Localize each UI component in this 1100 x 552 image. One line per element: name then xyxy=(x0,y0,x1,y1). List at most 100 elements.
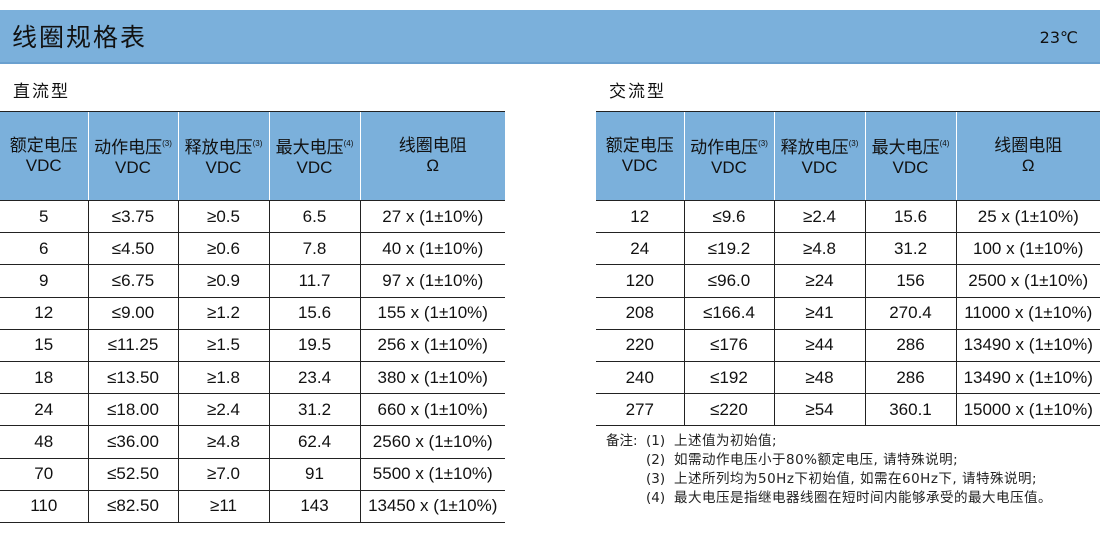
cell-rated-voltage: 277 xyxy=(596,393,684,427)
dc-header-coil-resistance: 线圈电阻 Ω xyxy=(359,111,505,201)
cell-coil-resistance: 11000 x (1±10%) xyxy=(955,297,1100,330)
cell-coil-resistance: 40 x (1±10%) xyxy=(359,232,505,266)
note-number: (3) xyxy=(646,471,666,487)
dc-section-title: 直流型 xyxy=(13,82,70,102)
cell-max-voltage: 91 xyxy=(268,458,360,491)
table-row: 220 ≤176 ≥44 286 13490 x (1±10%) xyxy=(596,329,1100,362)
cell-coil-resistance: 155 x (1±10%) xyxy=(359,297,505,330)
cell-coil-resistance: 2560 x (1±10%) xyxy=(359,425,505,459)
cell-max-voltage: 360.1 xyxy=(864,393,956,427)
cell-pickup-voltage: ≤220 xyxy=(683,393,774,427)
cell-rated-voltage: 208 xyxy=(596,297,684,330)
table-row: 9 ≤6.75 ≥0.9 11.7 97 x (1±10%) xyxy=(0,264,505,298)
cell-max-voltage: 31.2 xyxy=(268,393,360,427)
header-label: 动作电压 xyxy=(94,138,163,157)
header-label: 线圈电阻 xyxy=(994,136,1063,155)
header-footnote-ref: (3) xyxy=(162,139,172,148)
table-row: 208 ≤166.4 ≥41 270.4 11000 x (1±10%) xyxy=(596,297,1100,330)
header-label: 额定电压 xyxy=(9,136,78,155)
cell-dropout-voltage: ≥7.0 xyxy=(177,458,269,491)
table-row: 48 ≤36.00 ≥4.8 62.4 2560 x (1±10%) xyxy=(0,425,505,459)
cell-rated-voltage: 12 xyxy=(596,200,684,234)
cell-max-voltage: 143 xyxy=(268,490,360,523)
cell-max-voltage: 286 xyxy=(864,329,956,362)
cell-pickup-voltage: ≤176 xyxy=(683,329,774,362)
cell-coil-resistance: 100 x (1±10%) xyxy=(955,232,1100,266)
cell-dropout-voltage: ≥1.8 xyxy=(177,361,269,395)
cell-coil-resistance: 256 x (1±10%) xyxy=(359,329,505,362)
cell-pickup-voltage: ≤9.6 xyxy=(683,200,774,234)
cell-dropout-voltage: ≥24 xyxy=(773,264,865,298)
cell-pickup-voltage: ≤36.00 xyxy=(87,425,178,459)
cell-dropout-voltage: ≥4.8 xyxy=(773,232,865,266)
cell-coil-resistance: 13490 x (1±10%) xyxy=(955,329,1100,362)
cell-pickup-voltage: ≤18.00 xyxy=(87,393,178,427)
cell-coil-resistance: 13450 x (1±10%) xyxy=(359,490,505,523)
header-label: 线圈电阻 xyxy=(398,136,467,155)
ac-header-dropout-voltage: 释放电压(3) VDC xyxy=(773,111,865,201)
cell-pickup-voltage: ≤3.75 xyxy=(87,200,178,234)
header-footnote-ref: (4) xyxy=(343,139,354,148)
header-bar: 线圈规格表 23℃ xyxy=(0,10,1100,64)
cell-rated-voltage: 48 xyxy=(0,425,88,459)
header-footnote-ref: (4) xyxy=(939,139,950,148)
dc-table-body: 5 ≤3.75 ≥0.5 6.5 27 x (1±10%) 6 ≤4.50 ≥0.6 7.8 40… xyxy=(0,200,505,523)
cell-rated-voltage: 240 xyxy=(596,361,684,395)
header-unit: VDC xyxy=(621,156,658,175)
note-text: 如需动作电压小于80%额定电压, 请特殊说明; xyxy=(674,452,959,468)
cell-dropout-voltage: ≥48 xyxy=(773,361,865,395)
notes-label: 备注: xyxy=(606,433,638,449)
cell-rated-voltage: 120 xyxy=(596,264,684,298)
cell-pickup-voltage: ≤82.50 xyxy=(87,490,178,523)
dc-header-max-voltage: 最大电压(4) VDC xyxy=(268,111,360,201)
cell-dropout-voltage: ≥0.9 xyxy=(177,264,269,298)
table-row: 15 ≤11.25 ≥1.5 19.5 256 x (1±10%) xyxy=(0,329,505,362)
header-footnote-ref: (3) xyxy=(758,139,768,148)
cell-rated-voltage: 6 xyxy=(0,232,88,266)
note-number: (2) xyxy=(646,452,666,468)
ac-table-body: 12 ≤9.6 ≥2.4 15.6 25 x (1±10%) 24 ≤19.2 ≥4.8 31.… xyxy=(596,200,1100,427)
cell-dropout-voltage: ≥11 xyxy=(177,490,269,523)
cell-rated-voltage: 9 xyxy=(0,264,88,298)
cell-coil-resistance: 13490 x (1±10%) xyxy=(955,361,1100,395)
table-row: 6 ≤4.50 ≥0.6 7.8 40 x (1±10%) xyxy=(0,232,505,266)
header-label: 额定电压 xyxy=(605,136,674,155)
cell-pickup-voltage: ≤192 xyxy=(683,361,774,395)
cell-coil-resistance: 2500 x (1±10%) xyxy=(955,264,1100,298)
cell-coil-resistance: 97 x (1±10%) xyxy=(359,264,505,298)
cell-max-voltage: 286 xyxy=(864,361,956,395)
cell-max-voltage: 7.8 xyxy=(268,232,360,266)
cell-rated-voltage: 15 xyxy=(0,329,88,362)
header-unit: VDC xyxy=(205,158,242,177)
table-row: 120 ≤96.0 ≥24 156 2500 x (1±10%) xyxy=(596,264,1100,298)
header-unit: VDC xyxy=(801,158,838,177)
ac-header-coil-resistance: 线圈电阻 Ω xyxy=(955,111,1100,201)
cell-dropout-voltage: ≥4.8 xyxy=(177,425,269,459)
header-label: 最大电压 xyxy=(871,138,940,157)
table-row: 24 ≤18.00 ≥2.4 31.2 660 x (1±10%) xyxy=(0,393,505,427)
page-title: 线圈规格表 xyxy=(12,23,148,52)
table-row: 12 ≤9.00 ≥1.2 15.6 155 x (1±10%) xyxy=(0,297,505,330)
header-unit: VDC xyxy=(296,158,333,177)
note-number: (4) xyxy=(646,490,666,506)
cell-dropout-voltage: ≥44 xyxy=(773,329,865,362)
note-text: 最大电压是指继电器线圈在短时间内能够承受的最大电压值。 xyxy=(674,490,1052,506)
cell-coil-resistance: 15000 x (1±10%) xyxy=(955,393,1100,427)
cell-rated-voltage: 24 xyxy=(0,393,88,427)
table-row: 5 ≤3.75 ≥0.5 6.5 27 x (1±10%) xyxy=(0,200,505,234)
cell-pickup-voltage: ≤6.75 xyxy=(87,264,178,298)
cell-max-voltage: 31.2 xyxy=(864,232,956,266)
temperature-label: 23℃ xyxy=(1039,28,1078,47)
table-row: 110 ≤82.50 ≥11 143 13450 x (1±10%) xyxy=(0,490,505,523)
table-row: 18 ≤13.50 ≥1.8 23.4 380 x (1±10%) xyxy=(0,361,505,395)
dc-coil-table: 额定电压 VDC 动作电压(3) VDC 释放电压(3) VDC 最大电压(4) VDC 线圈电… xyxy=(0,111,505,523)
cell-pickup-voltage: ≤13.50 xyxy=(87,361,178,395)
cell-rated-voltage: 24 xyxy=(596,232,684,266)
cell-pickup-voltage: ≤166.4 xyxy=(683,297,774,330)
ac-header-pickup-voltage: 动作电压(3) VDC xyxy=(683,111,774,201)
notes: 备注: (1) 上述值为初始值; (2) 如需动作电压小于80%额定电压, 请特… xyxy=(606,432,1096,508)
cell-max-voltage: 62.4 xyxy=(268,425,360,459)
table-row: 277 ≤220 ≥54 360.1 15000 x (1±10%) xyxy=(596,393,1100,427)
cell-dropout-voltage: ≥1.5 xyxy=(177,329,269,362)
cell-dropout-voltage: ≥2.4 xyxy=(177,393,269,427)
